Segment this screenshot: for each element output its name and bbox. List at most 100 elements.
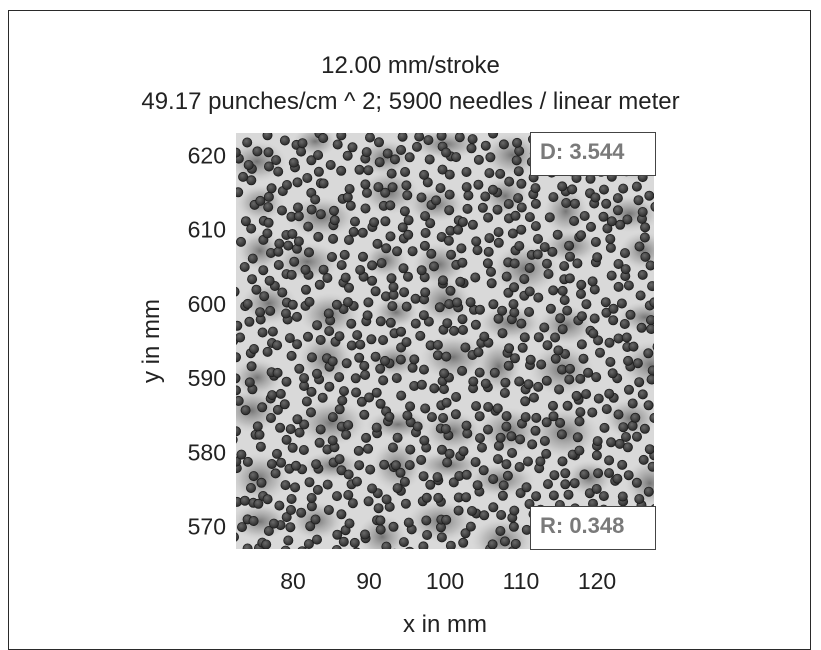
data-point [548, 400, 559, 411]
data-point [472, 245, 483, 256]
data-point [457, 365, 468, 376]
data-point [514, 145, 525, 156]
data-point [338, 536, 349, 547]
data-point [286, 493, 297, 504]
data-point [343, 234, 354, 245]
data-point [327, 435, 338, 446]
data-point [236, 187, 244, 198]
data-point [420, 287, 431, 298]
data-point [416, 265, 427, 276]
data-point [382, 148, 393, 159]
data-point [589, 313, 600, 324]
data-point [498, 480, 509, 491]
data-point [543, 268, 554, 279]
data-point [280, 308, 291, 319]
data-point [313, 150, 324, 161]
data-point [530, 425, 541, 436]
data-point [501, 459, 512, 470]
data-point [441, 553, 450, 562]
data-point [380, 187, 391, 198]
data-point [315, 209, 326, 220]
data-point [487, 184, 498, 195]
data-point [396, 390, 407, 401]
data-point [287, 442, 298, 453]
data-point [444, 205, 455, 216]
chart-subtitle: 49.17 punches/cm ^ 2; 5900 needles / lin… [141, 88, 680, 115]
data-point [239, 261, 250, 272]
data-point [599, 422, 610, 433]
data-point [299, 419, 310, 430]
data-point [388, 281, 399, 292]
x-tick-label: 100 [426, 568, 464, 594]
data-point [509, 505, 520, 516]
data-point [622, 214, 633, 225]
data-point [236, 147, 241, 158]
data-point [385, 200, 396, 211]
data-point [351, 387, 362, 398]
data-point [592, 436, 603, 447]
data-point [432, 472, 443, 483]
data-point [457, 324, 468, 335]
data-point [292, 177, 303, 188]
data-point [575, 373, 586, 384]
data-point [395, 467, 406, 478]
data-point [242, 456, 253, 467]
data-point [366, 334, 377, 345]
data-point [349, 537, 360, 548]
data-point [303, 221, 314, 232]
data-point [419, 169, 430, 180]
data-point [619, 318, 630, 329]
data-point [509, 282, 520, 293]
data-point [625, 309, 636, 320]
data-point [292, 414, 303, 425]
data-point [482, 424, 493, 435]
data-point [360, 179, 371, 190]
data-point [263, 191, 274, 202]
data-point [617, 491, 628, 502]
data-point [624, 384, 635, 395]
data-point [322, 479, 333, 490]
data-point [516, 178, 527, 189]
data-point [236, 320, 243, 331]
data-point [479, 331, 490, 342]
data-point [631, 551, 640, 560]
data-point [268, 518, 279, 529]
data-point [369, 217, 380, 228]
data-point [425, 479, 436, 490]
data-point [499, 536, 510, 547]
data-point [557, 324, 568, 335]
data-point [416, 192, 427, 203]
data-point [438, 412, 449, 423]
data-point [649, 297, 654, 308]
data-point [312, 551, 321, 560]
data-point [531, 412, 542, 423]
data-point [432, 350, 443, 361]
y-axis-label: y in mm [138, 299, 165, 383]
data-point [650, 202, 654, 212]
data-point [659, 430, 668, 439]
data-point [236, 456, 242, 467]
data-point [270, 468, 281, 479]
data-point [264, 275, 275, 286]
data-point [601, 198, 612, 209]
data-point [570, 198, 581, 209]
data-point [444, 189, 455, 200]
data-point [519, 274, 530, 285]
data-point [461, 420, 472, 431]
data-point [612, 193, 623, 204]
data-point [493, 227, 504, 238]
data-point [361, 147, 372, 158]
data-point [343, 420, 354, 431]
data-point [583, 367, 594, 378]
data-point [304, 477, 315, 488]
data-point [381, 243, 392, 254]
data-point [451, 152, 462, 163]
data-point [402, 271, 413, 282]
data-point [242, 543, 253, 549]
data-point [375, 363, 386, 374]
data-point [660, 230, 669, 239]
data-point [336, 133, 347, 141]
data-point [336, 260, 347, 271]
data-point [322, 272, 333, 283]
data-point [312, 484, 323, 495]
